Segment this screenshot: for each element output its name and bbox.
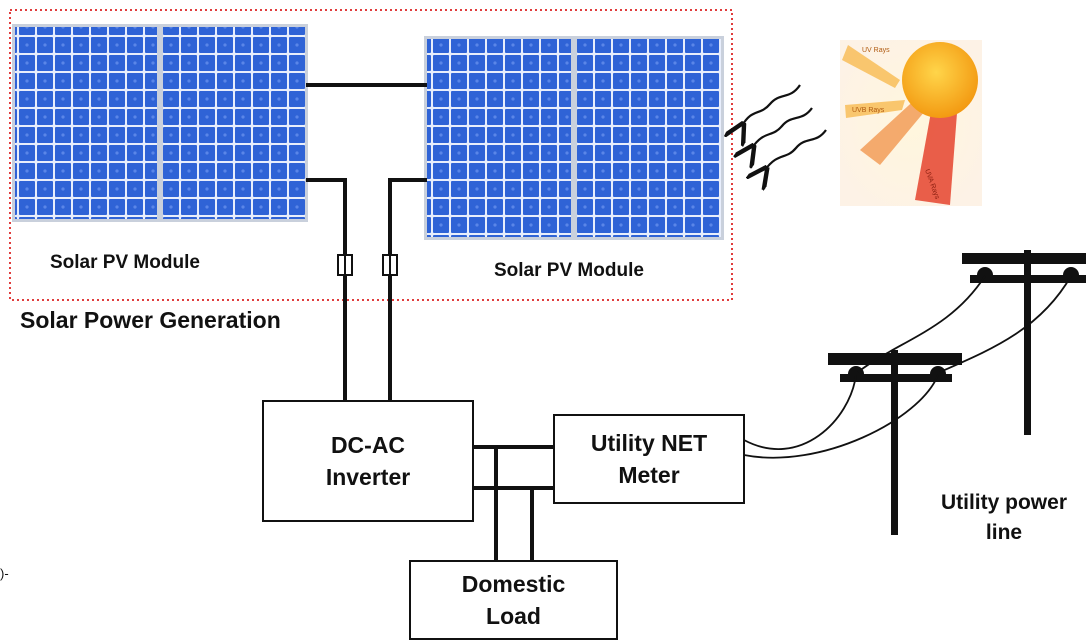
inverter-box: DC-AC Inverter xyxy=(262,400,474,522)
load-line1: Domestic xyxy=(461,571,566,597)
load-line2: Load xyxy=(486,603,541,629)
fuse-right xyxy=(382,254,398,276)
generation-label: Solar Power Generation xyxy=(20,307,281,333)
ac-wiring xyxy=(472,445,555,562)
right-module-label: Solar PV Module xyxy=(494,260,644,281)
inverter-line2: Inverter xyxy=(325,464,411,490)
net-meter-box: Utility NET Meter xyxy=(553,414,745,504)
left-solar-module xyxy=(12,24,308,222)
solar-system-diagram: UV Rays UVB Rays UVA Rays xyxy=(9,9,1086,562)
generation-border xyxy=(9,9,733,301)
edge-fragment: )- xyxy=(0,566,9,581)
sun-ray-label-1: UV Rays xyxy=(862,47,890,54)
fuse-left xyxy=(337,254,353,276)
sun-ray-label-2: UVB Rays xyxy=(852,107,885,114)
domestic-load-box: Domestic Load xyxy=(409,560,618,640)
utility-line1: Utility power xyxy=(940,491,1067,514)
utility-line-label: Utility power line xyxy=(924,488,1084,548)
sun-icon: UV Rays UVB Rays UVA Rays xyxy=(840,40,982,206)
sunlight-wave-icon xyxy=(742,84,827,170)
dc-wiring xyxy=(306,83,427,402)
meter-line1: Utility NET xyxy=(590,430,708,456)
inverter-line1: DC-AC xyxy=(330,432,406,458)
power-lines xyxy=(743,275,1072,459)
left-module-label: Solar PV Module xyxy=(50,252,200,273)
utility-line2: line xyxy=(985,521,1023,544)
utility-pole-back xyxy=(962,250,1086,435)
meter-line2: Meter xyxy=(618,462,680,488)
utility-pole-front xyxy=(828,350,962,535)
right-solar-module xyxy=(424,36,724,240)
